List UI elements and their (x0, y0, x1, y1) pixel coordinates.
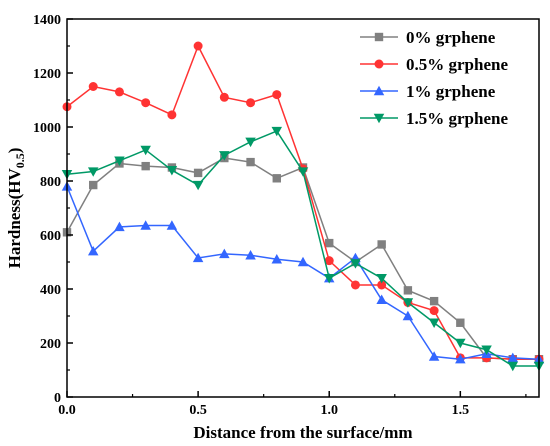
data-point-2-13 (402, 310, 414, 321)
y-tick-label-0: 0 (54, 391, 61, 406)
data-point-1-6 (219, 92, 229, 102)
data-point-3-7 (245, 137, 256, 148)
y-axis-label-close: ) (5, 148, 24, 154)
data-point-3-3 (140, 145, 151, 156)
data-point-1-5 (193, 41, 203, 51)
data-point-1-8 (272, 90, 282, 100)
y-tick-label-2: 400 (40, 283, 61, 298)
data-point-2-9 (297, 256, 309, 267)
legend-label-1: 0.5% grphene (406, 55, 508, 74)
y-tick-label-4: 800 (40, 175, 61, 190)
data-point-2-8 (271, 254, 283, 264)
x-tick-label-0: 0.0 (58, 403, 76, 418)
x-tick-label-2: 1.0 (320, 403, 338, 418)
y-tick-label-3: 600 (40, 229, 61, 244)
x-tick-label-3: 1.5 (452, 403, 470, 418)
data-point-3-4 (166, 166, 178, 176)
data-point-3-5 (192, 180, 204, 191)
x-tick-label-1: 0.5 (189, 403, 207, 418)
y-axis-label: Hardness(HV0.5) (5, 148, 27, 269)
legend-item-3: 1.5% grphene (360, 109, 508, 128)
data-point-2-14 (428, 351, 440, 361)
data-point-3-15 (455, 338, 466, 349)
data-point-2-3 (140, 220, 151, 230)
y-tick-label-1: 200 (40, 337, 61, 352)
legend-label-3: 1.5% grphene (406, 109, 508, 128)
data-point-1-10 (324, 256, 334, 266)
legend-item-1: 0.5% grphene (360, 55, 508, 74)
y-tick-label-5: 1000 (33, 121, 61, 136)
legend-marker-1 (374, 59, 384, 69)
x-axis-label: Distance from the surface/mm (193, 423, 412, 442)
data-point-0-8 (272, 174, 281, 183)
data-point-3-2 (114, 156, 125, 166)
data-point-3-1 (87, 167, 99, 177)
legend-label-0: 0% grphene (406, 28, 496, 47)
data-point-2-12 (376, 294, 387, 304)
y-tick-label-7: 1400 (33, 13, 61, 28)
data-point-1-3 (141, 98, 151, 108)
legend: 0% grphene 0.5% grphene 1% grphene 1.5% grp… (360, 28, 508, 128)
y-tick-label-6: 1200 (33, 67, 61, 82)
data-point-2-4 (166, 220, 178, 230)
data-point-2-15 (455, 353, 466, 364)
legend-marker-3 (373, 113, 385, 124)
data-point-1-4 (167, 110, 177, 120)
legend-marker-2 (373, 85, 385, 96)
data-point-3-17 (507, 361, 519, 372)
series-2 (61, 181, 545, 364)
axes: 0.0 0.5 1.0 1.5 0 200 400 600 800 1000 1200 1400 (33, 13, 540, 418)
y-axis-label-main: Hardness(HV (5, 168, 24, 269)
data-point-1-7 (246, 98, 256, 108)
data-point-1-1 (88, 82, 98, 91)
data-point-0-5 (193, 168, 203, 178)
data-point-3-14 (428, 318, 440, 328)
data-point-0-12 (377, 240, 386, 249)
data-point-2-2 (114, 221, 125, 232)
data-point-3-16 (481, 345, 492, 355)
data-point-0-14 (429, 296, 439, 306)
data-point-2-5 (192, 252, 204, 263)
data-point-0-3 (141, 161, 150, 171)
data-point-1-2 (114, 87, 124, 97)
data-point-1-12 (377, 280, 387, 290)
legend-item-0: 0% grphene (360, 28, 496, 47)
data-point-2-6 (219, 248, 230, 259)
data-point-2-1 (87, 245, 99, 256)
data-point-3-6 (219, 151, 230, 161)
data-point-3-11 (350, 259, 361, 269)
data-point-1-14 (429, 306, 439, 316)
plot-frame (66, 18, 540, 398)
data-point-3-13 (402, 298, 414, 308)
data-point-0-15 (456, 318, 465, 327)
data-point-0-1 (89, 180, 98, 190)
plot-area (61, 41, 545, 372)
y-axis-label-subscript: 0.5 (13, 153, 27, 168)
data-point-3-9 (297, 167, 309, 177)
data-point-1-11 (350, 280, 360, 290)
legend-item-2: 1% grphene (360, 82, 496, 101)
data-point-0-10 (325, 238, 334, 248)
legend-label-2: 1% grphene (406, 82, 496, 101)
data-point-3-10 (323, 274, 335, 284)
data-point-2-7 (245, 250, 256, 260)
data-point-2-17 (507, 352, 519, 363)
data-point-0-13 (403, 286, 413, 295)
data-point-0-7 (246, 157, 255, 167)
data-point-3-8 (271, 126, 283, 137)
legend-marker-0 (374, 32, 384, 42)
data-point-3-12 (376, 274, 387, 284)
